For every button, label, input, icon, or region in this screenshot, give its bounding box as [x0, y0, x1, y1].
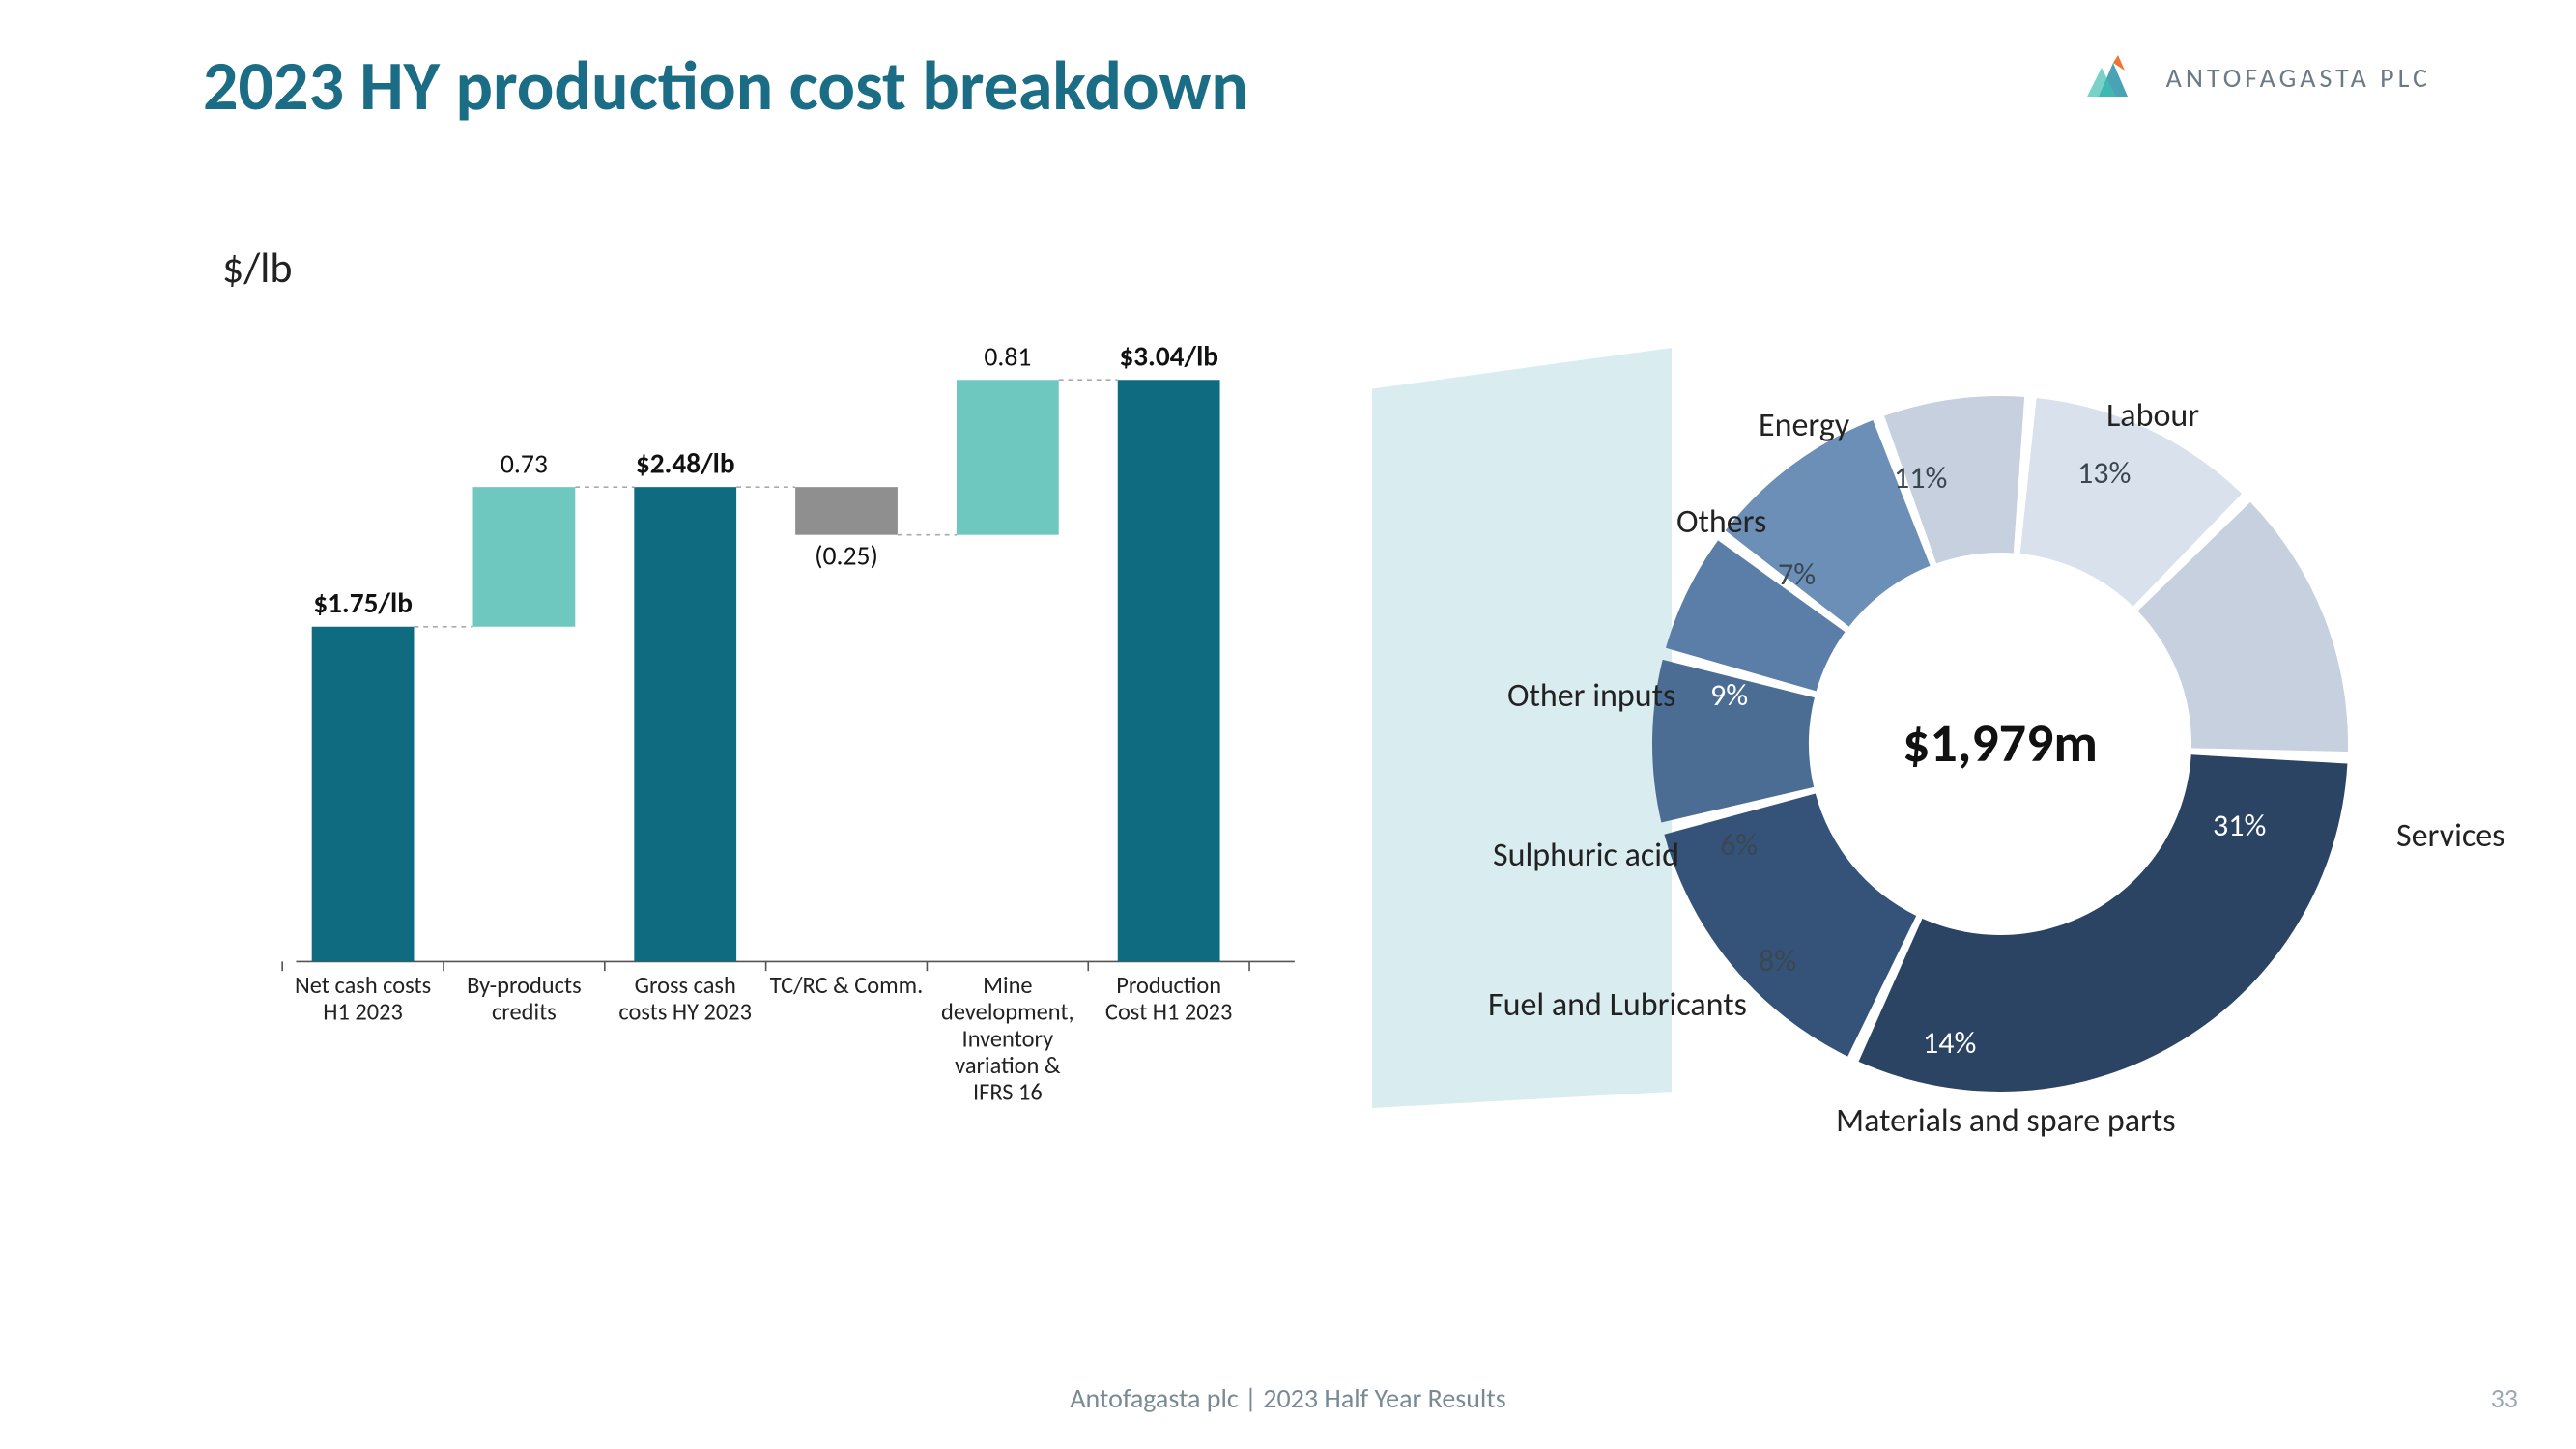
segment-pct-label: 13% — [2077, 454, 2131, 492]
bar-category-label: Net cash costsH1 2023 — [295, 971, 431, 1027]
bar-value-label: (0.25) — [815, 541, 878, 573]
bar-value-label: $3.04/lb — [1119, 339, 1218, 374]
bar-category-label: Gross cashcosts HY 2023 — [618, 971, 752, 1027]
segment-name-label: Energy — [1759, 406, 1849, 445]
waterfall-bar — [634, 487, 736, 961]
segment-pct-label: 14% — [1923, 1024, 1976, 1062]
segment-name-label: Others — [1676, 502, 1766, 542]
segment-pct-label: 6% — [1720, 826, 1758, 864]
segment-pct-label: 11% — [1894, 459, 1947, 497]
segment-name-label: Sulphuric acid — [1493, 836, 1679, 875]
waterfall-bar — [312, 627, 415, 962]
segment-name-label: Services — [2396, 816, 2504, 856]
bar-category-label: ProductionCost H1 2023 — [1105, 971, 1232, 1027]
bar-category-label: Minedevelopment,Inventoryvariation &IFRS… — [941, 971, 1074, 1107]
waterfall-bar — [1118, 380, 1220, 961]
waterfall-bar — [957, 380, 1059, 534]
donut-center-value: $1,979m — [1903, 711, 2098, 777]
segment-pct-label: 9% — [1710, 676, 1748, 714]
waterfall-bar — [473, 487, 576, 627]
page-title: 2023 HY production cost breakdown — [203, 43, 1248, 128]
bar-value-label: 0.81 — [984, 342, 1031, 374]
bar-category-label: By-productscredits — [467, 971, 582, 1027]
segment-pct-label: 8% — [1759, 942, 1796, 980]
slide: 2023 HY production cost breakdown ANTOFA… — [0, 0, 2576, 1449]
bar-value-label: $1.75/lb — [313, 585, 413, 620]
page-number: 33 — [2491, 1381, 2518, 1415]
segment-name-label: Materials and spare parts — [1836, 1101, 2176, 1141]
waterfall-bar — [795, 487, 898, 535]
segment-name-label: Other inputs — [1507, 676, 1675, 716]
bar-value-label: 0.73 — [501, 449, 548, 481]
bar-value-label: $2.48/lb — [636, 446, 735, 481]
footer-text: Antofagasta plc | 2023 Half Year Results — [1070, 1381, 1505, 1415]
segment-name-label: Labour — [2106, 396, 2199, 436]
segment-pct-label: 7% — [1778, 555, 1816, 593]
logo-icon — [2079, 53, 2147, 101]
segment-pct-label: 31% — [2213, 807, 2266, 844]
bar-category-label: TC/RC & Comm. — [770, 971, 924, 1000]
company-logo: ANTOFAGASTA PLC — [2079, 53, 2431, 101]
waterfall-chart: $1.75/lb Net cash costsH1 2023 0.73 By-prod… — [164, 309, 1411, 1111]
segment-name-label: Fuel and Lubricants — [1488, 985, 1747, 1025]
company-name: ANTOFAGASTA PLC — [2166, 61, 2431, 95]
y-axis-label: $/lb — [222, 242, 293, 294]
